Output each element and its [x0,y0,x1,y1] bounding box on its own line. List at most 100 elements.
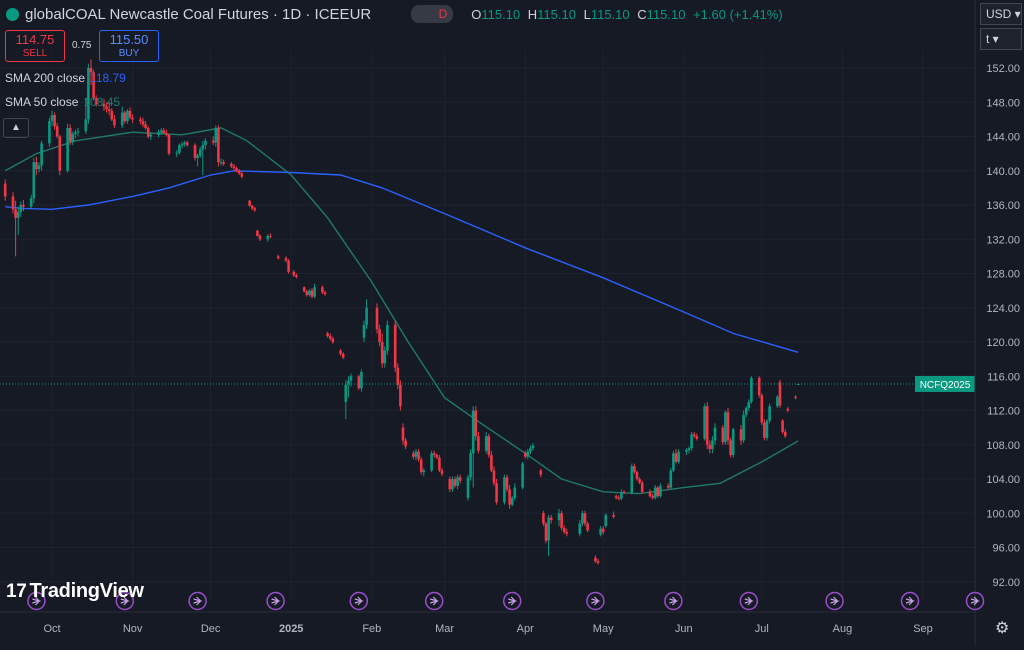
candle [783,429,787,438]
candle [185,140,189,147]
event-marker-icon[interactable] [502,591,522,611]
candle [211,136,215,146]
candle [586,521,589,533]
candle [469,449,472,481]
candle-body [523,453,527,457]
candle [16,206,20,235]
sell-button[interactable]: 114.75 SELL [5,30,65,62]
candle-body [344,384,348,402]
candle-body [66,127,69,171]
candle [401,423,405,445]
collapse-indicators-button[interactable]: ▲ [3,118,29,138]
candle-body [276,256,280,259]
event-marker-icon[interactable] [965,591,985,611]
candle-body [458,477,462,481]
candle [466,474,470,501]
event-marker-icon[interactable] [739,591,759,611]
candle-body [474,410,478,437]
candle-body [269,235,272,237]
event-marker-icon[interactable] [424,591,444,611]
candle-body [55,126,59,137]
y-tick-label: 132.00 [986,234,1020,246]
candle [669,467,673,490]
x-tick-label: 2025 [279,623,303,635]
candle [419,456,423,475]
candle-body [508,489,511,505]
candle-body [638,479,641,483]
candle-body [357,376,361,389]
price-axis-panel [975,0,1024,645]
candle-body [622,491,626,493]
candle [747,399,751,411]
candle-body [435,455,439,458]
symbol-title[interactable]: globalCOAL Newcastle Coal Futures · 1D ·… [25,5,372,23]
indicator-sma200[interactable]: SMA 200 close 118.79 [5,71,126,85]
candle [22,199,25,211]
candle-body [557,513,561,521]
unit-select[interactable]: t ▾ [980,28,1022,50]
candle [503,474,506,505]
candle [32,157,36,204]
event-marker-icon[interactable] [27,591,46,611]
candle-body [419,459,423,473]
event-marker-icon[interactable] [900,591,920,611]
candle [76,127,80,137]
event-marker-icon[interactable] [188,591,207,611]
buy-button[interactable]: 115.50 BUY [99,30,159,62]
candle-body [53,115,56,127]
event-marker-icon[interactable] [349,591,369,611]
data-delay-badge[interactable]: D [411,5,454,23]
candle [599,526,602,537]
event-marker-icon[interactable] [586,591,605,611]
candle [487,433,491,458]
candle [765,419,769,441]
candle [786,407,790,413]
event-marker-icon[interactable] [825,591,844,611]
gear-icon[interactable]: ⚙ [995,620,1010,637]
candle-body [726,412,730,441]
candle [74,129,77,139]
currency-select[interactable]: USD ▾ [980,3,1022,25]
candle-body [672,453,675,471]
candle-body [131,117,134,120]
candle-body [687,448,691,450]
candle-body [562,527,566,533]
candle-body [685,449,688,452]
candle-body [763,422,766,438]
candle [349,373,353,387]
candle-body [107,109,111,111]
candle [53,112,56,130]
event-marker-icon[interactable] [115,591,135,611]
candle [404,437,407,450]
event-marker-icon[interactable] [266,591,285,611]
event-marker-icon[interactable] [664,591,683,611]
candle-body [495,483,498,503]
candle-body [313,287,316,297]
candle [159,127,163,135]
candle [183,140,186,147]
candle [323,290,327,296]
candle-body [126,110,129,122]
candle-body [656,487,660,497]
candle-body [123,112,127,122]
candle [107,102,111,116]
candle-body [490,455,493,471]
candle-body [178,145,181,153]
candle-body [141,121,145,125]
market-status-dot [6,7,19,21]
candle [126,109,129,124]
candle-body [16,211,20,218]
indicator-sma50[interactable]: SMA 50 close 108.45 [5,95,121,109]
candle [633,463,636,474]
candle-body [620,491,623,499]
candle-body [211,140,215,143]
candle-body [659,485,662,497]
candle-body [440,470,444,474]
candle-body [417,451,420,460]
candle [341,352,345,360]
candle [432,450,436,458]
candle [84,97,88,134]
candle-body [159,130,163,133]
